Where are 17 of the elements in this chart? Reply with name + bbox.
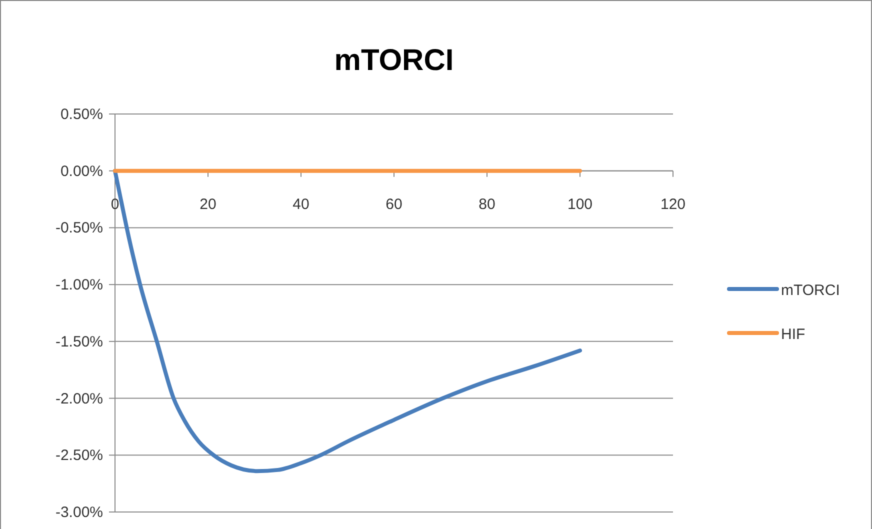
y-tick-label: -2.50% [55, 447, 103, 464]
y-tick-label: 0.50% [60, 106, 103, 123]
y-tick-label: -3.00% [55, 504, 103, 521]
x-tick-label: 20 [200, 196, 216, 213]
y-tick-label: -1.50% [55, 333, 103, 350]
x-tick-label: 120 [660, 196, 686, 213]
x-tick-label: 100 [567, 196, 593, 213]
y-tick-label: -1.00% [55, 276, 103, 294]
x-tick-label: 60 [386, 196, 402, 213]
x-tick-label: 40 [292, 196, 310, 213]
x-tick-label: 80 [478, 196, 496, 213]
y-tick-label: -2.00% [55, 390, 103, 408]
legend-label: mTORCI [781, 282, 840, 299]
y-tick-label: 0.00% [60, 162, 103, 180]
y-tick-label: -0.50% [55, 220, 103, 237]
legend-label: HIF [781, 326, 806, 343]
chart-title: mTORCI [334, 44, 454, 77]
